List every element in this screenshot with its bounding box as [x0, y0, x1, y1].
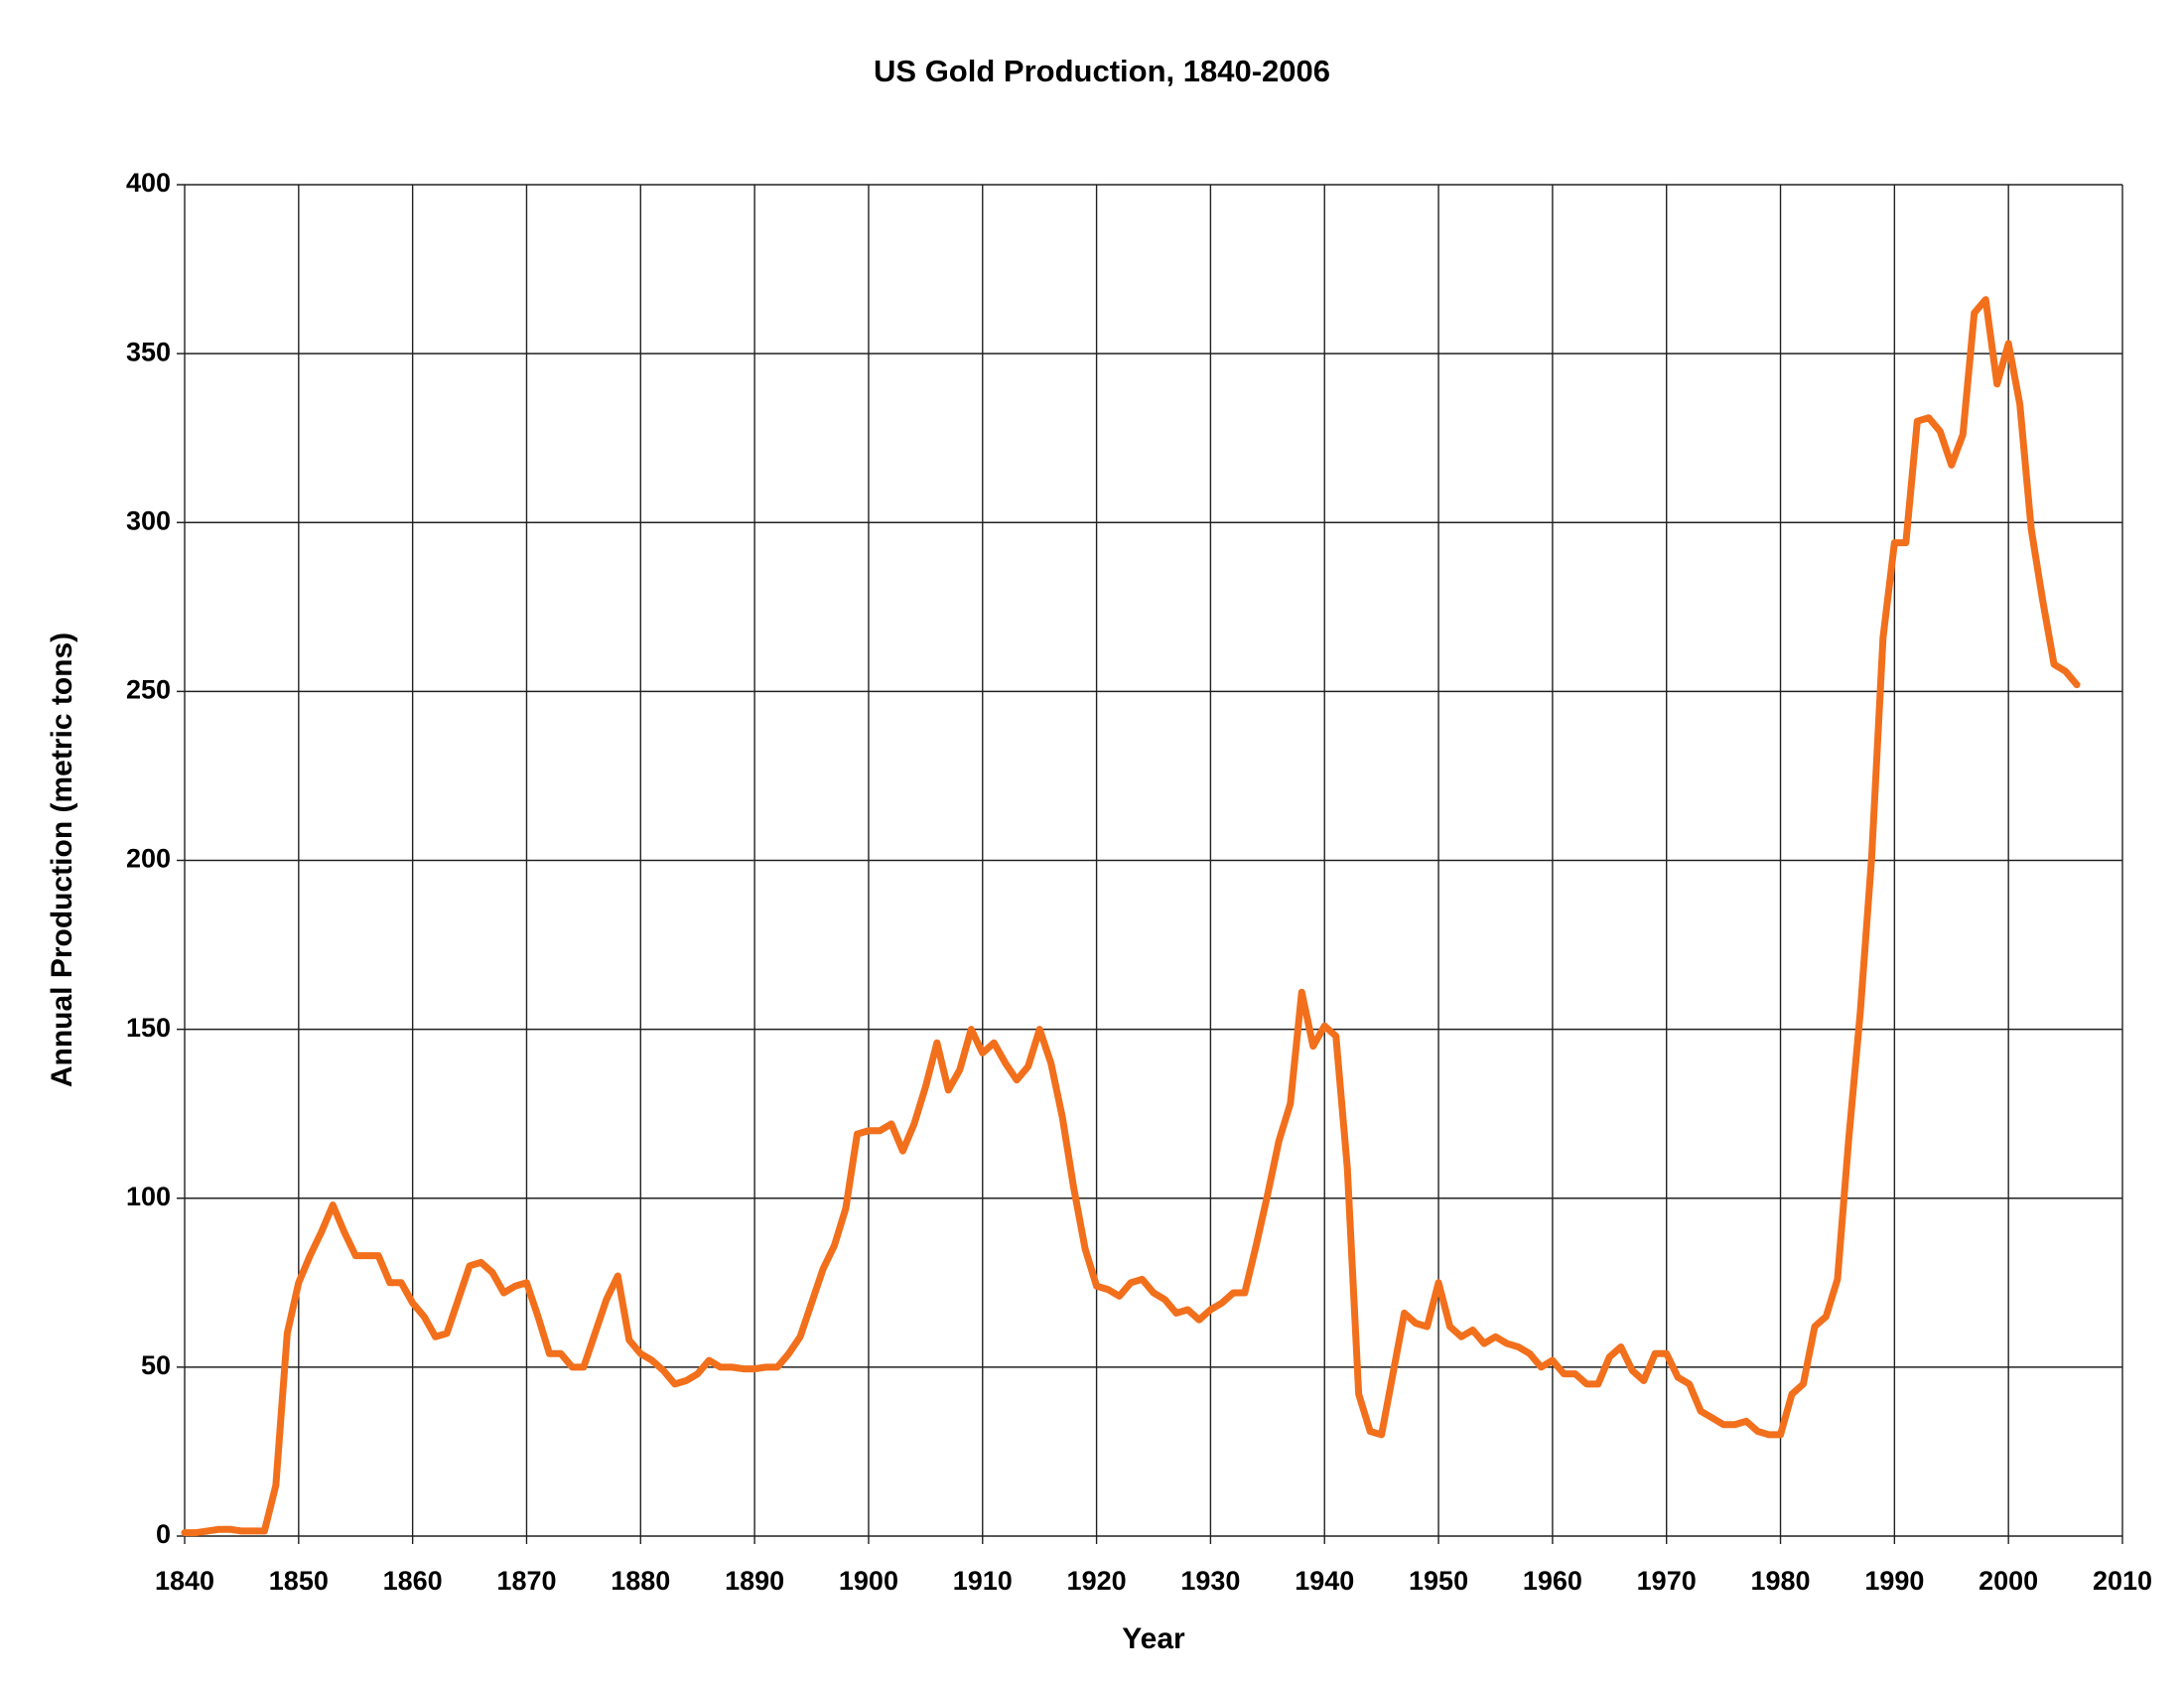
x-tick-label: 1880 — [611, 1566, 670, 1596]
x-tick-label: 1930 — [1180, 1566, 1240, 1596]
y-tick-label: 200 — [126, 844, 171, 874]
x-tick-label: 2000 — [1979, 1566, 2038, 1596]
y-axis-label: Annual Production (metric tons) — [46, 633, 78, 1087]
x-tick-label: 1920 — [1067, 1566, 1127, 1596]
y-tick-label: 250 — [126, 675, 171, 705]
x-tick-label: 1990 — [1864, 1566, 1924, 1596]
y-tick-label: 50 — [141, 1350, 171, 1380]
x-tick-label: 1950 — [1409, 1566, 1468, 1596]
y-tick-label: 400 — [126, 168, 171, 198]
x-tick-label: 1860 — [383, 1566, 443, 1596]
y-tick-label: 100 — [126, 1182, 171, 1211]
x-axis-label: Year — [1122, 1622, 1185, 1655]
data-line — [181, 296, 2081, 1537]
chart-title: US Gold Production, 1840-2006 — [874, 54, 1330, 88]
x-tick-label: 1980 — [1750, 1566, 1810, 1596]
x-tick-label: 1910 — [953, 1566, 1013, 1596]
y-tick-label: 0 — [156, 1519, 171, 1549]
x-tick-label: 1900 — [839, 1566, 898, 1596]
x-tick-label: 1850 — [269, 1566, 329, 1596]
x-tick-label: 1970 — [1637, 1566, 1697, 1596]
y-tick-label: 300 — [126, 505, 171, 535]
x-tick-label: 1940 — [1295, 1566, 1354, 1596]
x-tick-label: 1890 — [725, 1566, 784, 1596]
y-tick-label: 350 — [126, 337, 171, 366]
x-tick-label: 1870 — [496, 1566, 556, 1596]
x-tick-label: 1840 — [155, 1566, 214, 1596]
y-tick-label: 150 — [126, 1013, 171, 1043]
x-tick-label: 1960 — [1523, 1566, 1582, 1596]
x-tick-label: 2010 — [2093, 1566, 2152, 1596]
